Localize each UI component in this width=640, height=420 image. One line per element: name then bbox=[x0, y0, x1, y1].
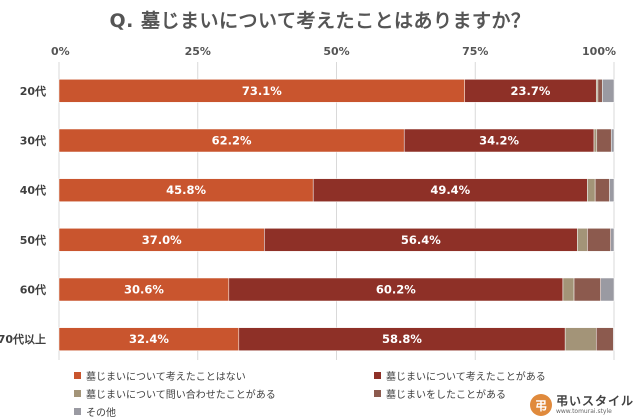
bar-segment bbox=[564, 327, 597, 351]
data-label: 49.4% bbox=[430, 183, 470, 197]
x-tick-label: 0% bbox=[51, 45, 70, 58]
bar-segment bbox=[597, 79, 603, 103]
category-label: 30代 bbox=[20, 134, 46, 148]
legend-item: 墓じまいについて問い合わせたことがある bbox=[74, 386, 374, 401]
brand-logo: 弔 弔いスタイル www.tomurai.style bbox=[529, 394, 634, 416]
bar-segment bbox=[577, 228, 588, 252]
category-label: 20代 bbox=[20, 84, 46, 98]
bar-segment bbox=[610, 228, 615, 252]
x-tick-label: 100% bbox=[582, 45, 616, 58]
bar-segment bbox=[600, 277, 615, 302]
legend-item: 墓じまいをしたことがある bbox=[374, 386, 554, 401]
bar-segment bbox=[609, 178, 615, 202]
data-label: 32.4% bbox=[129, 332, 169, 346]
legend-label: 墓じまいについて考えたことはない bbox=[86, 372, 246, 383]
bar-segment bbox=[610, 128, 615, 153]
chart-title: Q. 墓じまいについて考えたことはありますか？ bbox=[109, 10, 531, 32]
data-label: 60.2% bbox=[376, 283, 416, 297]
bar-segment bbox=[595, 327, 614, 351]
data-label: 34.2% bbox=[479, 134, 519, 148]
bar-segment bbox=[596, 128, 612, 153]
bar-segment bbox=[613, 327, 615, 351]
x-axis-ticks: 0% 25% 50% 75% 100% bbox=[51, 45, 616, 58]
category-label: 40代 bbox=[20, 183, 46, 197]
legend-swatch bbox=[74, 372, 81, 379]
bar-segment bbox=[587, 178, 596, 202]
brand-mark-icon: 弔 bbox=[529, 394, 552, 416]
bar-segment bbox=[602, 79, 615, 103]
legend-swatch bbox=[374, 390, 381, 397]
bars bbox=[58, 79, 615, 351]
legend-item: 墓じまいについて考えたことはない bbox=[74, 368, 374, 383]
brand-name: 弔いスタイル bbox=[555, 394, 634, 408]
legend-label: 墓じまいについて問い合わせたことがある bbox=[86, 390, 276, 401]
bar-segment bbox=[593, 128, 598, 153]
data-label: 45.8% bbox=[166, 183, 206, 197]
legend: 墓じまいについて考えたことはない 墓じまいについて考えたことがある墓じまいについて… bbox=[74, 368, 554, 419]
data-label: 23.7% bbox=[511, 84, 551, 98]
legend-swatch bbox=[74, 408, 81, 415]
bar-segment bbox=[562, 277, 575, 302]
legend-label: 墓じまいをしたことがある bbox=[386, 390, 506, 401]
legend-label: 墓じまいについて考えたことがある bbox=[386, 372, 546, 383]
x-tick-label: 75% bbox=[462, 45, 488, 58]
category-label: 70代以上 bbox=[0, 332, 46, 346]
legend-item: 墓じまいについて考えたことがある bbox=[374, 368, 554, 383]
bar-segment bbox=[587, 228, 611, 252]
x-tick-label: 50% bbox=[323, 45, 349, 58]
category-label: 50代 bbox=[20, 233, 46, 247]
data-label: 30.6% bbox=[124, 283, 164, 297]
bar-segment bbox=[573, 277, 601, 302]
category-labels: 20代 30代 40代 50代 60代 70代以上 bbox=[0, 84, 46, 346]
bar-segment bbox=[594, 178, 610, 202]
x-tick-label: 25% bbox=[185, 45, 211, 58]
category-label: 60代 bbox=[20, 283, 46, 297]
data-label: 37.0% bbox=[142, 233, 182, 247]
data-label: 73.1% bbox=[242, 84, 282, 98]
grid-lines bbox=[58, 62, 615, 360]
data-label: 58.8% bbox=[382, 332, 422, 346]
data-label: 56.4% bbox=[401, 233, 441, 247]
data-labels: 73.1% 23.7% 62.2% 34.2% 45.8% 49.4% 37.0% 56.4%… bbox=[124, 84, 551, 346]
legend-swatch bbox=[74, 390, 81, 397]
legend-swatch bbox=[374, 372, 381, 379]
legend-item: その他 bbox=[74, 404, 374, 419]
data-label: 62.2% bbox=[212, 134, 252, 148]
legend-label: その他 bbox=[86, 408, 116, 419]
brand-url: www.tomurai.style bbox=[555, 408, 612, 415]
